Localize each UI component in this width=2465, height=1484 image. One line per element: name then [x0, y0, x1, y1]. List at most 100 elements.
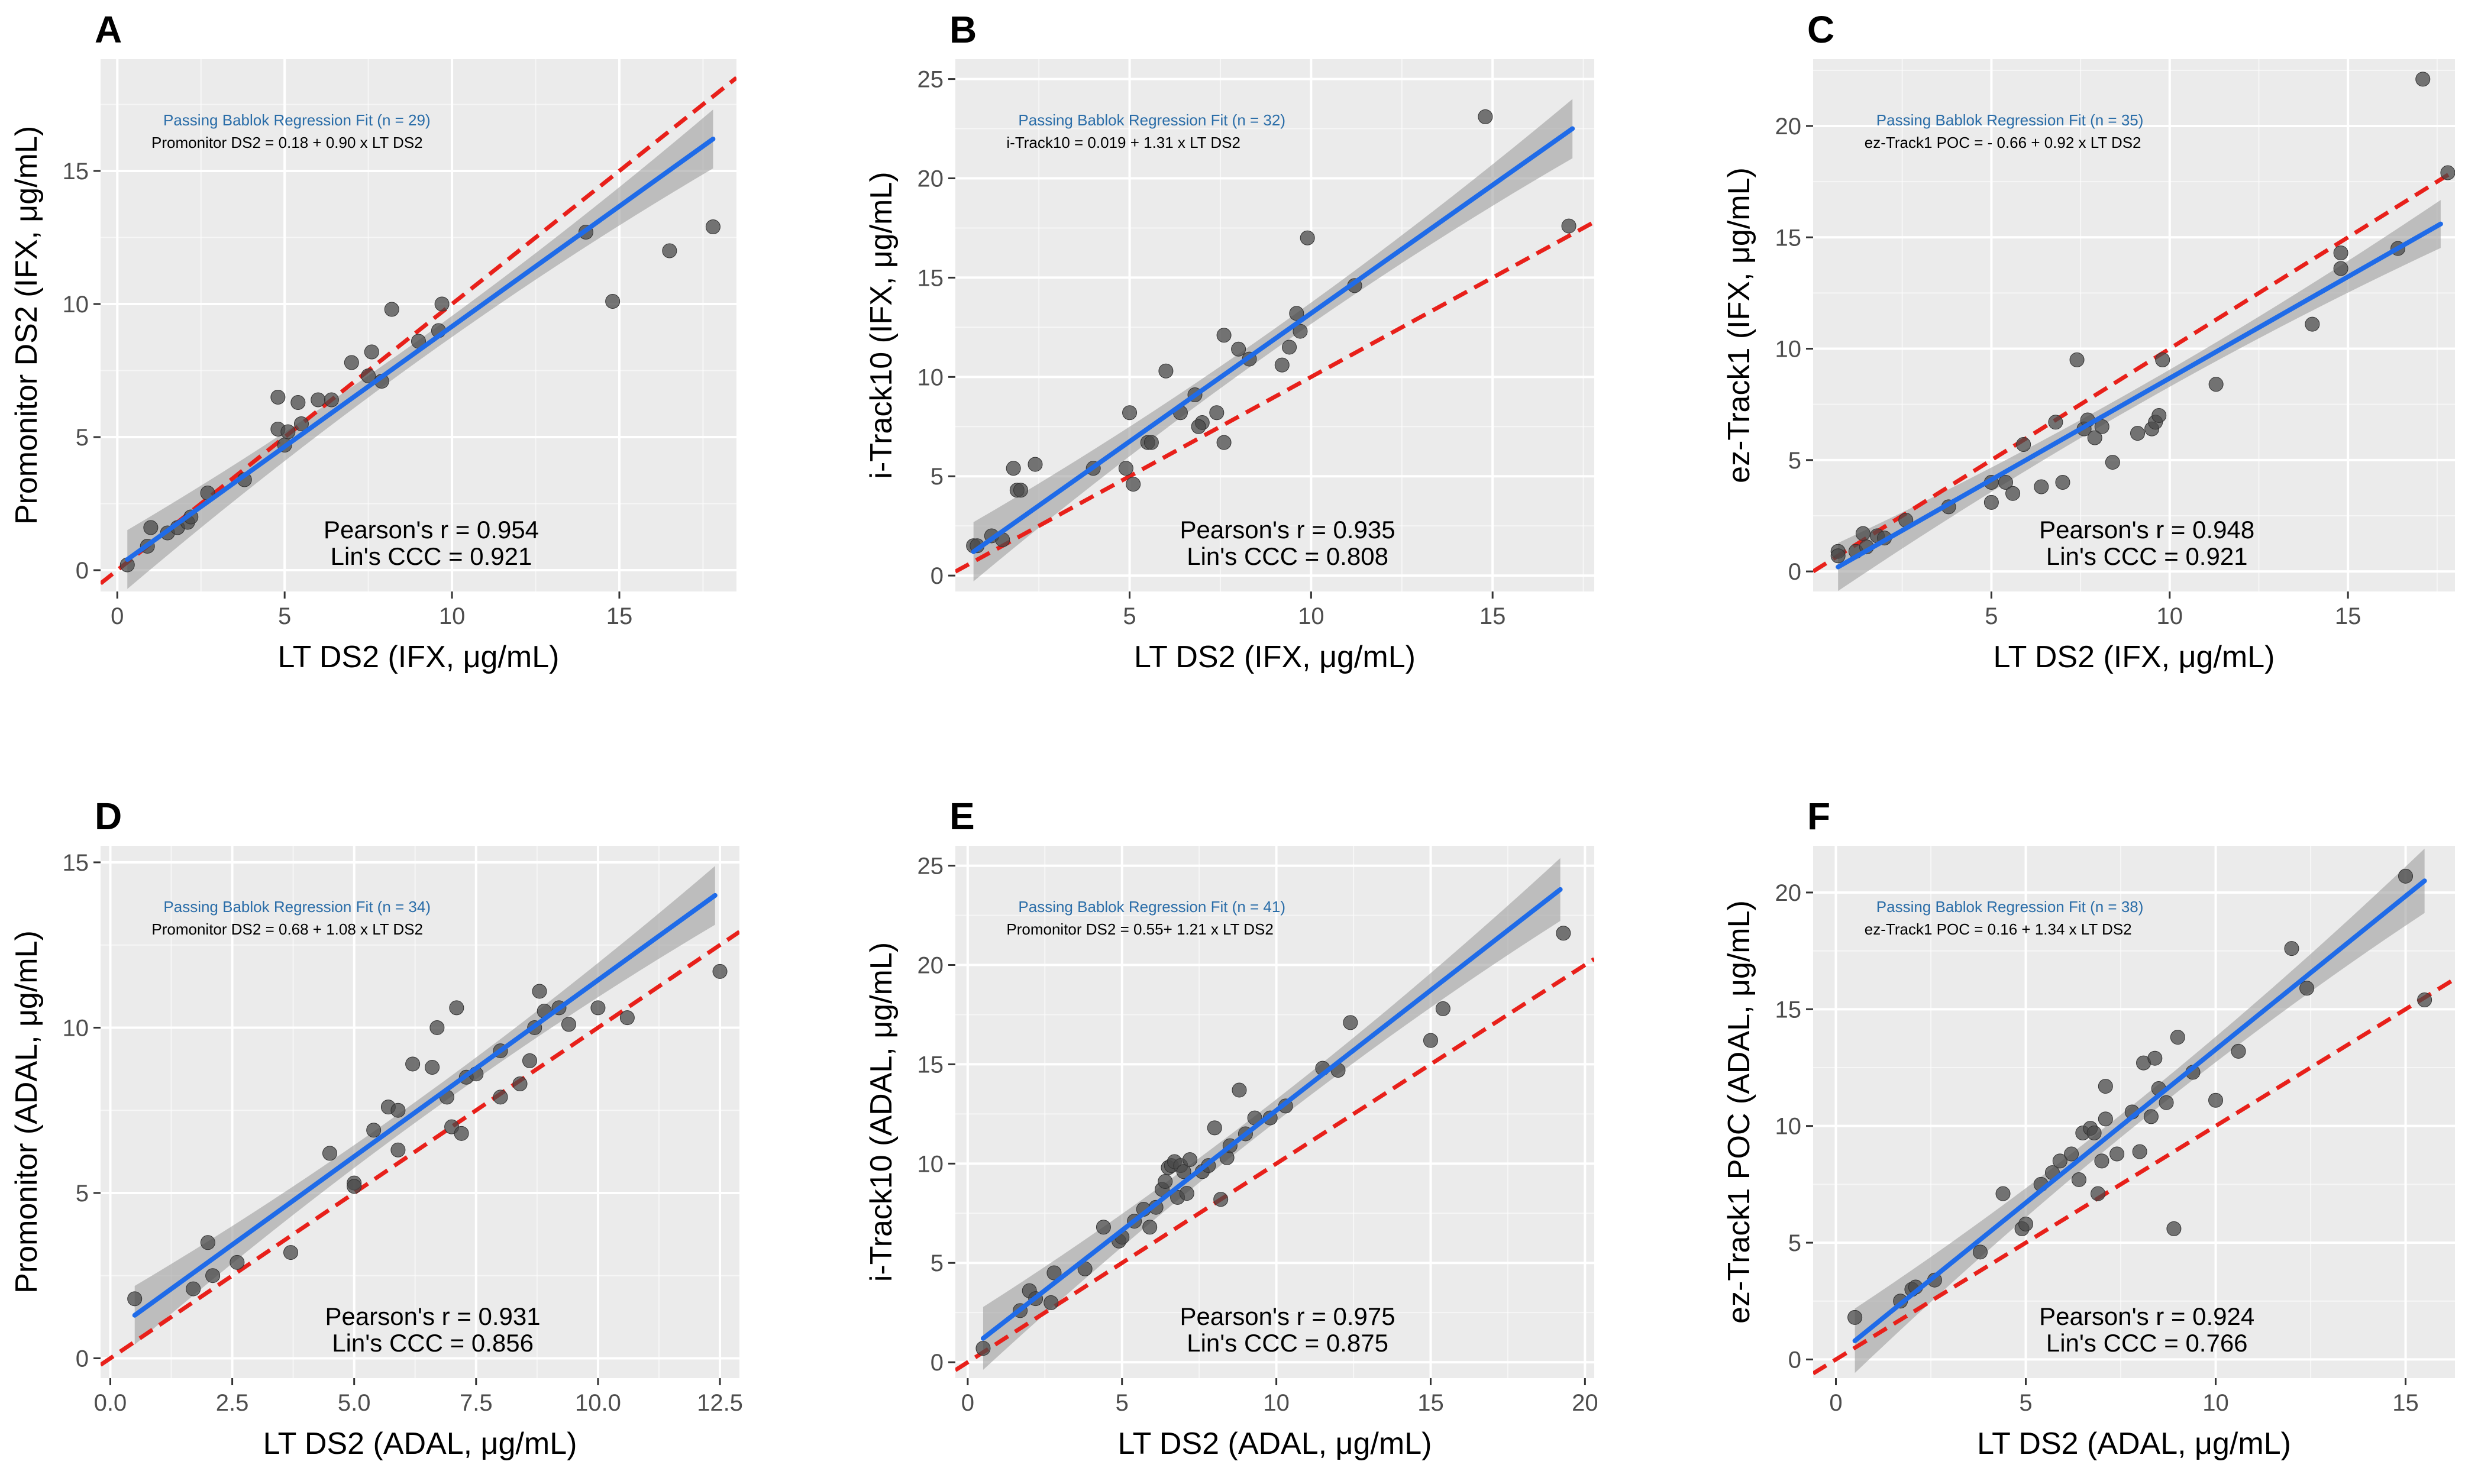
- regression-title: Passing Bablok Regression Fit (n = 38): [1876, 898, 2144, 916]
- data-point: [1972, 1244, 1988, 1260]
- data-point: [1478, 109, 1493, 124]
- regression-title: Passing Bablok Regression Fit (n = 35): [1876, 111, 2144, 129]
- x-tick-label: 15: [2392, 1390, 2419, 1416]
- y-tick-label: 10: [917, 364, 944, 390]
- data-point: [390, 1142, 406, 1158]
- ccc-stat: Lin's CCC = 0.856: [332, 1329, 534, 1357]
- pearson-stat: Pearson's r = 0.975: [1180, 1302, 1395, 1330]
- panel-letter: C: [1807, 8, 1834, 51]
- data-point: [2069, 352, 2085, 367]
- x-axis-title: LT DS2 (IFX, μg/mL): [278, 640, 560, 674]
- ccc-stat: Lin's CCC = 0.921: [2046, 542, 2248, 570]
- plot-contents: [955, 858, 1594, 1372]
- data-point: [605, 294, 621, 309]
- data-point: [2091, 1186, 2106, 1201]
- x-tick-label: 10: [2157, 603, 2183, 629]
- plot-contents: [1813, 72, 2455, 591]
- panel-letter: F: [1807, 795, 1830, 838]
- data-point: [2170, 1030, 2185, 1045]
- data-point: [1176, 1164, 1191, 1179]
- data-point: [2333, 245, 2348, 261]
- fit-line: [1852, 878, 2427, 1343]
- data-point: [1983, 494, 1999, 510]
- data-point: [1830, 548, 1846, 564]
- y-tick-label: 25: [917, 67, 944, 93]
- data-point: [2143, 1109, 2159, 1124]
- identity-line: [101, 930, 739, 1367]
- data-point: [1118, 461, 1133, 476]
- data-point: [1216, 435, 1232, 450]
- pearson-stat: Pearson's r = 0.931: [325, 1302, 541, 1330]
- data-point: [2333, 261, 2348, 276]
- x-tick-label: 20: [1572, 1390, 1598, 1416]
- data-point: [2098, 1079, 2113, 1094]
- data-point: [1096, 1220, 1111, 1235]
- data-point: [2151, 408, 2167, 423]
- y-tick-label: 5: [931, 1250, 944, 1276]
- panel-letter: B: [949, 8, 977, 51]
- y-tick-label: 10: [1775, 1114, 1802, 1140]
- panel-f: 0 5 10 15 0 5 10 15 20 F LT DS2 (ADAL, μg/mL) ez-Tr…: [1722, 795, 2455, 1461]
- data-point: [1998, 474, 2013, 490]
- data-point: [2098, 1111, 2113, 1127]
- x-tick-label: 0.0: [94, 1390, 127, 1416]
- x-tick-label: 0: [1829, 1390, 1842, 1416]
- x-axis-title: LT DS2 (ADAL, μg/mL): [263, 1427, 577, 1461]
- data-point: [1293, 324, 1308, 339]
- data-point: [366, 1123, 382, 1138]
- data-point: [2048, 415, 2063, 430]
- data-point: [2208, 377, 2224, 392]
- plot-contents: [101, 866, 739, 1367]
- data-point: [2052, 1153, 2067, 1169]
- y-axis-title: i-Track10 (IFX, μg/mL): [864, 172, 899, 478]
- data-point: [1995, 1186, 2011, 1201]
- data-point: [361, 368, 376, 383]
- data-point: [493, 1089, 508, 1105]
- x-tick-label: 15: [1479, 603, 1506, 629]
- data-point: [662, 243, 677, 258]
- x-tick-label: 0: [111, 603, 124, 629]
- x-tick-label: 15: [606, 603, 633, 629]
- pearson-stat: Pearson's r = 0.954: [324, 516, 539, 544]
- x-tick-label: 0: [961, 1390, 974, 1416]
- y-tick-label: 15: [1775, 225, 1802, 251]
- data-point: [2016, 437, 2031, 452]
- data-point: [143, 520, 159, 535]
- data-point: [1232, 1082, 1247, 1098]
- y-tick-label: 20: [1775, 880, 1802, 906]
- y-axis-title: Promonitor DS2 (IFX, μg/mL): [9, 126, 44, 525]
- data-point: [712, 964, 728, 979]
- x-tick-label: 7.5: [460, 1390, 493, 1416]
- y-tick-label: 10: [63, 1015, 89, 1041]
- data-point: [1343, 1015, 1358, 1030]
- panel-a: 0 5 10 15 0 5 10 15 A LT DS2 (IFX, μg/mL) Promonit…: [9, 8, 736, 674]
- data-point: [1435, 1001, 1450, 1016]
- data-point: [2284, 941, 2299, 956]
- regression-title: Passing Bablok Regression Fit (n = 34): [163, 898, 431, 916]
- pearson-stat: Pearson's r = 0.924: [2039, 1302, 2254, 1330]
- data-point: [975, 1341, 991, 1356]
- y-tick-label: 10: [63, 292, 89, 318]
- data-point: [2087, 430, 2102, 445]
- plot-contents: [1813, 848, 2455, 1376]
- pearson-stat: Pearson's r = 0.935: [1180, 516, 1395, 544]
- y-axis-title: ez-Track1 POC (ADAL, μg/mL): [1722, 900, 1756, 1324]
- data-point: [2094, 419, 2109, 434]
- y-axis-title: ez-Track1 (IFX, μg/mL): [1722, 167, 1756, 483]
- regression-title: Passing Bablok Regression Fit (n = 32): [1018, 111, 1285, 129]
- data-point: [1043, 1295, 1059, 1310]
- data-point: [1213, 1192, 1229, 1207]
- ccc-stat: Lin's CCC = 0.875: [1187, 1329, 1388, 1357]
- data-point: [1158, 363, 1174, 379]
- regression-title: Passing Bablok Regression Fit (n = 41): [1018, 898, 1285, 916]
- data-point: [1216, 328, 1232, 343]
- panel-letter: E: [949, 795, 975, 838]
- data-point: [344, 355, 359, 370]
- panel-e: 0 5 10 15 20 0 5 10 15 20 25E LT DS2 (ADAL, μg/mL) i…: [864, 795, 1598, 1461]
- data-point: [1122, 405, 1138, 421]
- data-point: [434, 296, 450, 312]
- data-point: [1855, 526, 1870, 541]
- panel-c: 5 10 15 0 5 10 15 20 C LT DS2 (IFX, μg/mL) ez-Trac…: [1722, 8, 2455, 674]
- data-point: [2086, 1126, 2102, 1141]
